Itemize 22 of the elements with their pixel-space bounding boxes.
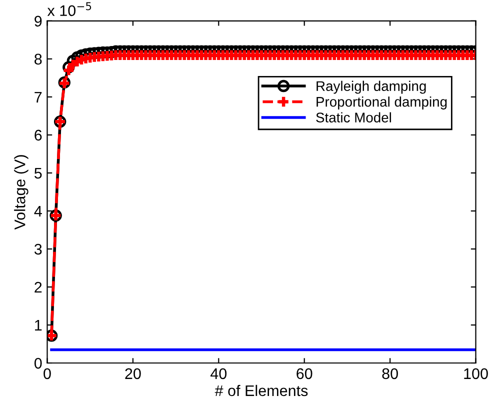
y-tick-label: 7 — [34, 92, 42, 102]
x-tick-label: 0 — [44, 368, 51, 380]
legend-label: Rayleigh damping — [316, 80, 426, 94]
y-tick-label: 3 — [34, 244, 42, 255]
x-tick-label: 100 — [464, 368, 488, 380]
y-tick-label: 6 — [34, 130, 42, 141]
y-tick-label: 8 — [34, 54, 42, 65]
x-tick-label: 40 — [210, 368, 227, 380]
text: x 10$^{−5}$ — [47, 2, 92, 16]
y-tick-label: 5 — [34, 168, 42, 179]
y-tick-label: 1 — [35, 320, 42, 331]
x-tick-label: 80 — [382, 368, 398, 380]
y-tick-label: 9 — [34, 16, 42, 27]
y-tick-label: 2 — [34, 282, 42, 293]
x-tick-label: 60 — [296, 368, 312, 380]
legend-label: Proportional damping — [316, 96, 447, 110]
x-axis-title: # of Elements — [214, 384, 308, 396]
x-tick-label: 20 — [125, 368, 141, 380]
legend-label: Static Model — [316, 112, 391, 122]
y-tick-label: 4 — [34, 206, 42, 216]
y-axis-title: Voltage (V) — [14, 155, 28, 230]
y-tick-label: 0 — [34, 358, 42, 369]
